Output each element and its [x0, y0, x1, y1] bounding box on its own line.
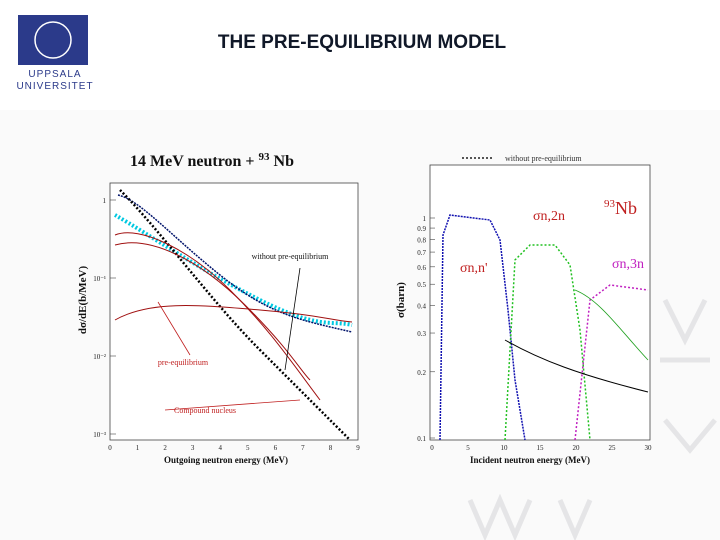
x-tick-label: 3 — [191, 444, 195, 452]
left-curves — [114, 189, 353, 441]
y-tick-label: 0.3 — [417, 330, 426, 338]
y-label: dσ/dE(b/MeV) — [77, 266, 89, 335]
nn-curve — [439, 214, 526, 441]
nucleus-label: 93 — [604, 198, 616, 210]
left-frame — [109, 182, 359, 441]
x-label: Incident neutron energy (MeV) — [470, 455, 590, 465]
y-tick-label: 0.1 — [417, 435, 426, 443]
pre-curve — [114, 305, 353, 323]
pointer — [157, 301, 301, 411]
figure-title: 93 — [259, 151, 271, 163]
x-tick-label: 25 — [609, 444, 617, 452]
curve — [574, 289, 649, 361]
x-tick-label: 1 — [136, 444, 140, 452]
curve-label: σn,3n — [612, 257, 644, 272]
right-curves — [439, 214, 649, 441]
curve-label: σn,2n — [533, 209, 565, 224]
x-tick-label: 4 — [218, 444, 222, 452]
x-tick-label: 15 — [537, 444, 545, 452]
curve-label: σn,n' — [460, 261, 488, 276]
y-tick-label: 10⁻² — [93, 353, 106, 361]
nucleus-label: Nb — [615, 198, 637, 218]
nucleus-label: 93Nb — [604, 198, 637, 218]
annotation: without pre-equilibrium — [252, 252, 329, 261]
x-tick-label: 0 — [108, 444, 112, 452]
figure-title: 14 MeV neutron + — [130, 153, 259, 170]
x-label: Outgoing neutron energy (MeV) — [164, 455, 288, 465]
y-tick-label: 10⁻³ — [93, 431, 106, 439]
x-tick-label: 5 — [246, 444, 250, 452]
figure-title: Nb — [270, 153, 295, 170]
x-tick-label: 2 — [163, 444, 167, 452]
y-tick-label: 1 — [103, 197, 107, 205]
right-frame — [429, 164, 651, 441]
y-tick-label: 0.8 — [417, 236, 426, 244]
y-tick-label: 0.5 — [417, 281, 426, 289]
y-tick-label: 1 — [423, 215, 427, 223]
x-tick-label: 20 — [573, 444, 581, 452]
x-tick-label: 6 — [274, 444, 278, 452]
annotation: pre-equilibrium — [158, 358, 209, 367]
y-label: σ(barn) — [395, 282, 407, 318]
x-tick-label: 10 — [501, 444, 509, 452]
y-tick-label: 0.6 — [417, 264, 426, 272]
logo-text: UNIVERSITET — [16, 81, 93, 92]
logo-text: UPPSALA — [28, 69, 81, 80]
decor — [467, 298, 717, 540]
logo — [18, 15, 88, 65]
y-tick-label: 10⁻¹ — [93, 275, 106, 283]
compound-curve — [114, 232, 321, 401]
x-tick-label: 5 — [466, 444, 470, 452]
without-curve — [504, 339, 649, 393]
x-tick-label: 0 — [430, 444, 434, 452]
legend-label: without pre-equilibrium — [505, 154, 582, 163]
x-tick-label: 9 — [356, 444, 360, 452]
annotation: Compound nucleus — [174, 406, 236, 415]
x-tick-label: 8 — [329, 444, 333, 452]
y-tick-label: 0.7 — [417, 249, 426, 257]
x-tick-label: 7 — [301, 444, 305, 452]
compound-curve — [114, 242, 311, 381]
figure-title: 14 MeV neutron + 93 Nb — [130, 151, 294, 170]
total-curve — [117, 194, 353, 333]
logo-seal — [34, 21, 72, 59]
y-tick-label: 0.2 — [417, 369, 426, 377]
y-tick-label: 0.4 — [417, 303, 426, 311]
n2n-curve — [504, 244, 591, 441]
y-tick-label: 0.9 — [417, 225, 426, 233]
pointer — [284, 267, 301, 371]
without-pre-curve — [119, 189, 351, 441]
slide-title: THE PRE-EQUILIBRIUM MODEL — [218, 32, 507, 53]
n3n-curve — [574, 284, 649, 441]
x-tick-label: 30 — [645, 444, 653, 452]
